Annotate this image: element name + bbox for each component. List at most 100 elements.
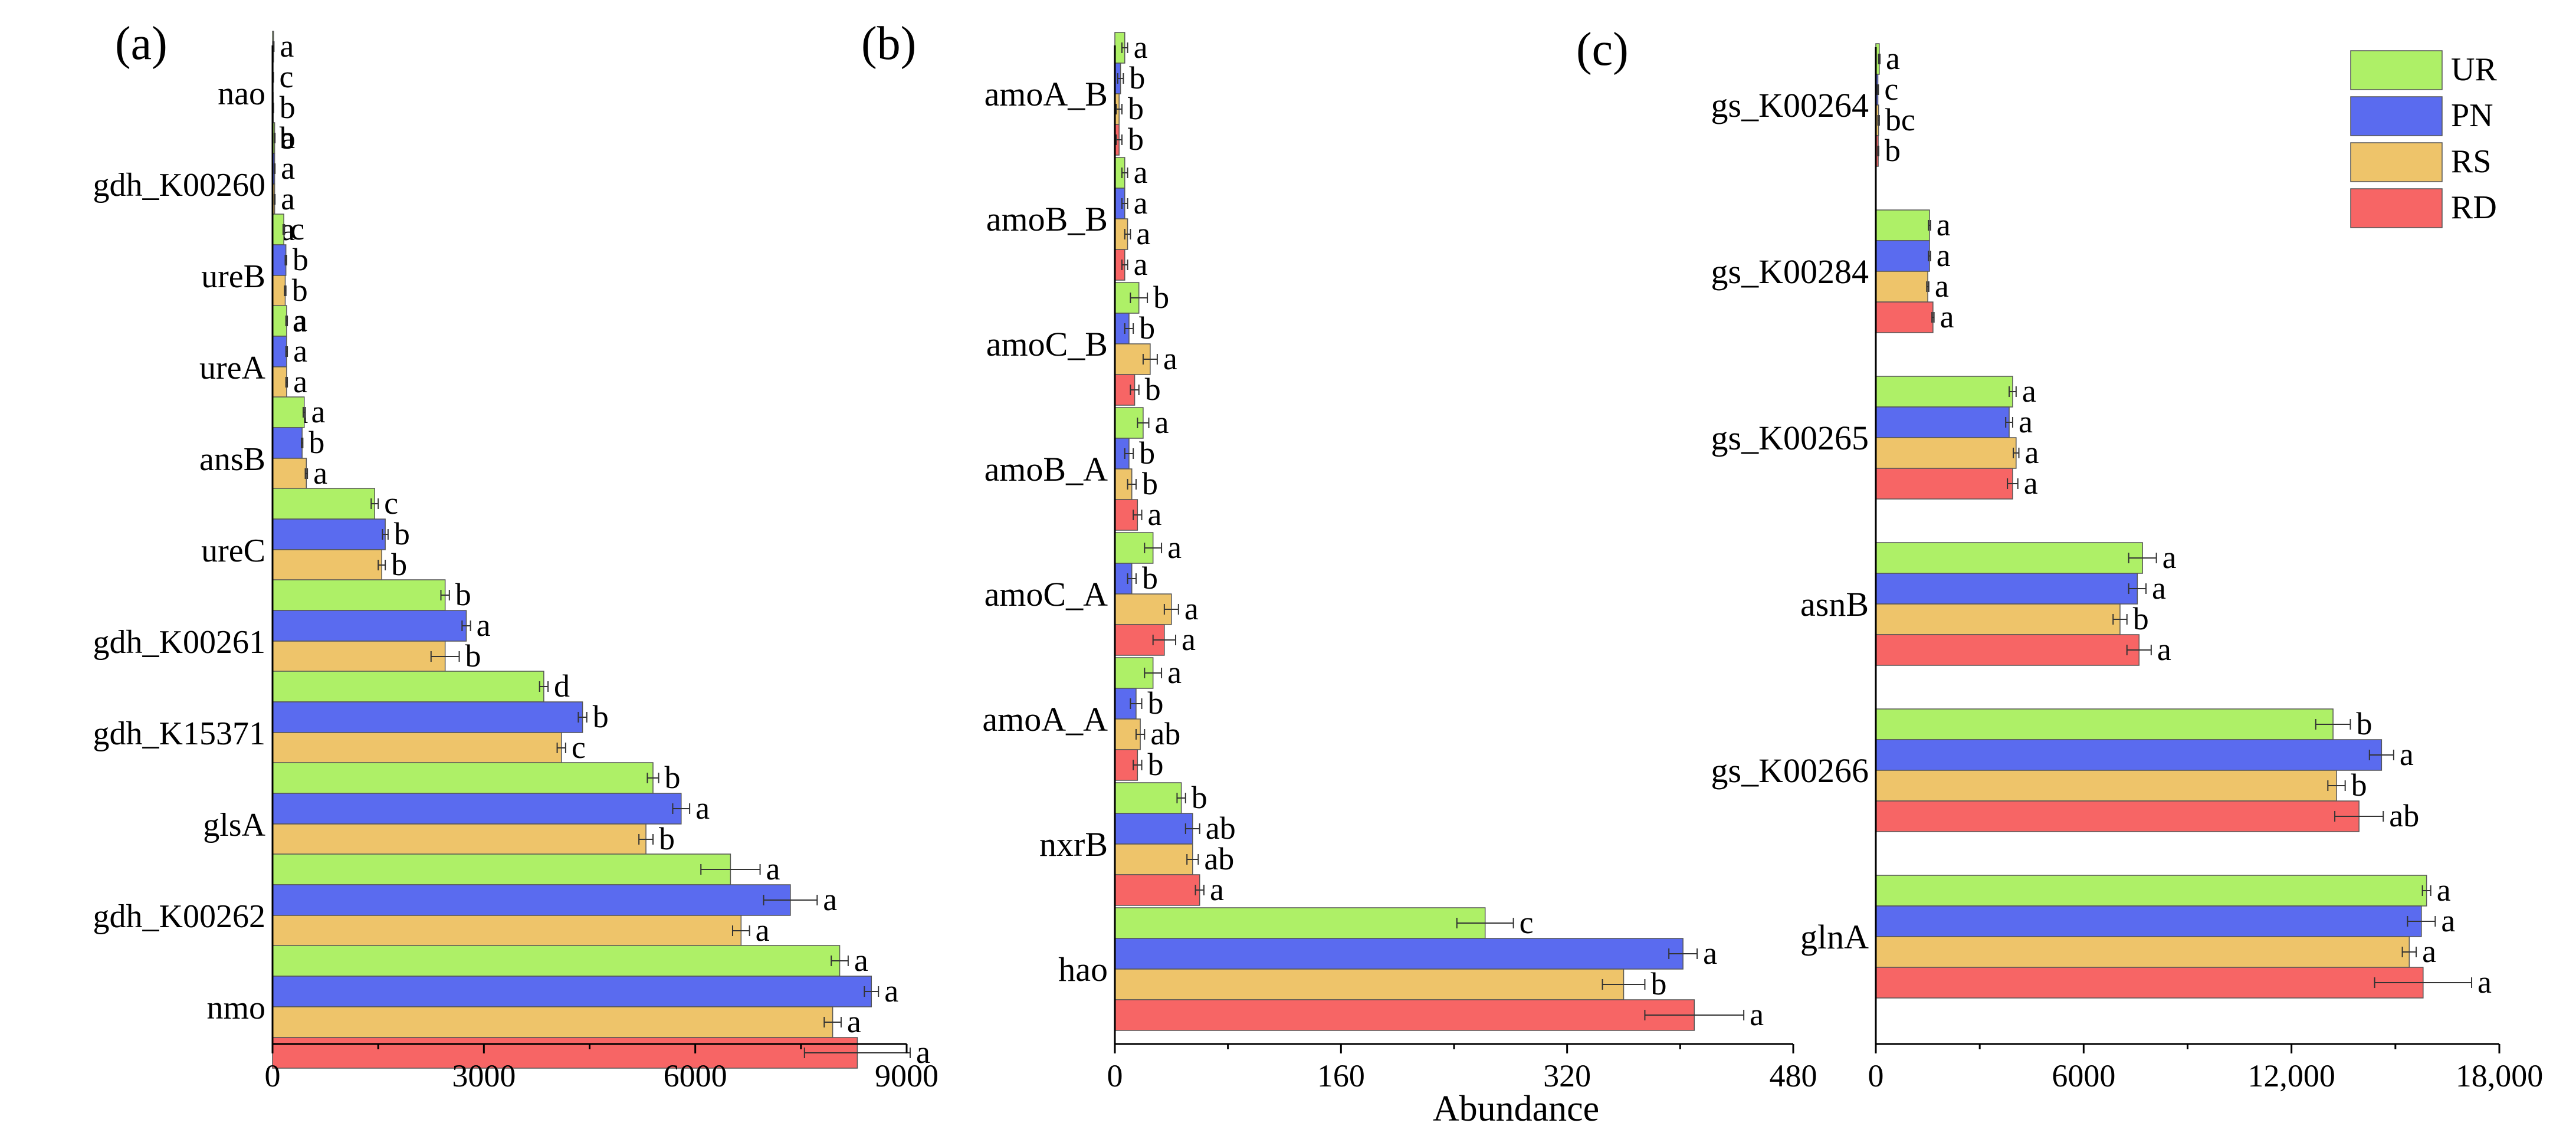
significance-letter: b <box>593 699 609 734</box>
x-tick-label: 12,000 <box>2247 1058 2335 1094</box>
significance-letter: b <box>1129 60 1145 96</box>
significance-letter: b <box>280 90 296 125</box>
x-tick-label: 0 <box>1868 1058 1884 1094</box>
bar-urec-rs <box>272 549 382 581</box>
bar-urec-pn <box>272 518 386 550</box>
chart-panel-1: (a)acbbnaoaaaagdh_K00260cbbaureBaaaaureA… <box>93 18 938 1094</box>
bar-nxrb-pn <box>1114 813 1193 845</box>
significance-letter: b <box>1192 780 1207 815</box>
significance-letter: b <box>1148 685 1164 721</box>
significance-letter: ab <box>2389 798 2419 833</box>
bar-glna-pn <box>1875 905 2422 937</box>
significance-letter: a <box>1703 935 1717 971</box>
significance-letter: b <box>659 821 675 856</box>
category-label-nxrb: nxrB <box>1039 825 1108 864</box>
bar-urea-pn <box>272 336 287 367</box>
bar-gs-k00284-pn <box>1875 240 1930 272</box>
bar-gdh-k00261-pn <box>272 610 467 642</box>
bar-gdh-k00261-ur <box>272 579 446 611</box>
category-label-amoc-b: amoC_B <box>986 325 1108 363</box>
significance-letter: a <box>1210 872 1224 907</box>
significance-letter: b <box>2351 767 2367 803</box>
significance-letter: a <box>1940 299 1954 334</box>
x-tick-label: 0 <box>1107 1058 1123 1094</box>
significance-letter: b <box>1142 560 1158 596</box>
legend-label-ur: UR <box>2451 51 2497 88</box>
significance-letter: a <box>1184 591 1199 626</box>
significance-letter: a <box>1750 997 1764 1032</box>
significance-letter: a <box>847 1004 861 1039</box>
bar-hao-rs <box>1114 968 1625 1000</box>
bar-gdh-k15371-pn <box>272 701 583 733</box>
legend-swatch-pn <box>2350 96 2443 136</box>
significance-letter: b <box>1148 747 1164 782</box>
significance-letter: b <box>455 577 471 612</box>
significance-letter: a <box>1163 341 1177 376</box>
bar-ansb-rs <box>272 458 307 490</box>
category-label-gdh-k00261: gdh_K00261 <box>93 624 265 661</box>
significance-letter: a <box>281 181 295 216</box>
bar-gs-k00265-rs <box>1875 437 2017 469</box>
chart-panel-3: (c) acbcbgs_K00264aaaags_K00284aaaags_K00… <box>1576 24 2543 1094</box>
bar-nxrb-ur <box>1114 782 1182 814</box>
significance-letter: ab <box>1204 841 1234 876</box>
significance-letter: b <box>2133 601 2149 636</box>
significance-letter: b <box>1153 280 1169 315</box>
significance-letter: b <box>665 760 681 795</box>
significance-letter: a <box>313 455 327 491</box>
bar-gs-k00265-pn <box>1875 406 2010 438</box>
x-tick-label: 6000 <box>664 1058 727 1094</box>
category-label-glna: glnA <box>1800 918 1869 956</box>
category-label-urea: ureA <box>199 350 266 386</box>
bar-ansb-ur <box>272 396 305 428</box>
panel-label: (a) <box>115 18 168 70</box>
category-label-nao: nao <box>218 75 265 112</box>
bar-gdh-k15371-ur <box>272 671 544 702</box>
bar-glna-rd <box>1875 967 2424 999</box>
bar-ureb-pn <box>272 244 287 276</box>
significance-letter: c <box>384 485 398 521</box>
bar-ansb-pn <box>272 427 303 459</box>
significance-letter: b <box>1142 466 1158 501</box>
significance-letter: a <box>1937 238 1951 273</box>
bar-gdh-k00262-rs <box>272 915 742 947</box>
significance-letter: c <box>1884 71 1898 107</box>
bar-glsa-rs <box>272 823 647 855</box>
category-label-gs-k00265: gs_K00265 <box>1711 419 1869 457</box>
x-tick-label: 160 <box>1317 1058 1365 1094</box>
bar-asnb-ur <box>1875 542 2143 574</box>
significance-letter: a <box>2400 737 2414 772</box>
significance-letter: b <box>1139 310 1155 346</box>
bar-glsa-ur <box>272 762 654 794</box>
significance-letter: a <box>1134 185 1148 221</box>
legend-label-rs: RS <box>2451 143 2492 180</box>
significance-letter: b <box>293 242 309 277</box>
bar-asnb-rs <box>1875 603 2121 635</box>
significance-letter: a <box>293 303 307 338</box>
significance-letter: a <box>1886 41 1900 76</box>
bar-gdh-k00262-ur <box>272 853 731 885</box>
category-label-gs-k00284: gs_K00284 <box>1711 252 1869 291</box>
legend-label-pn: PN <box>2451 97 2493 134</box>
significance-letter: a <box>823 882 837 917</box>
legend-swatch-ur <box>2350 50 2443 90</box>
bar-gs-k00265-rd <box>1875 468 2013 500</box>
significance-letter: a <box>1155 405 1169 440</box>
bar-glsa-pn <box>272 793 682 825</box>
significance-letter: a <box>311 394 326 429</box>
significance-letter: c <box>290 211 304 247</box>
significance-letter: a <box>1167 655 1182 690</box>
category-label-amoa-b: amoA_B <box>985 75 1108 113</box>
bar-gs-k00284-rd <box>1875 301 1934 333</box>
category-label-amob-b: amoB_B <box>986 200 1108 238</box>
bar-asnb-rd <box>1875 634 2140 666</box>
bar-nmo-rd <box>272 1037 858 1069</box>
significance-letter: a <box>2152 570 2166 606</box>
significance-letter: b <box>391 547 407 582</box>
significance-letter: ab <box>1150 716 1180 751</box>
category-label-amoa-a: amoA_A <box>982 700 1108 738</box>
significance-letter: b <box>394 516 410 551</box>
significance-letter: a <box>281 150 295 186</box>
significance-letter: a <box>2019 404 2033 439</box>
